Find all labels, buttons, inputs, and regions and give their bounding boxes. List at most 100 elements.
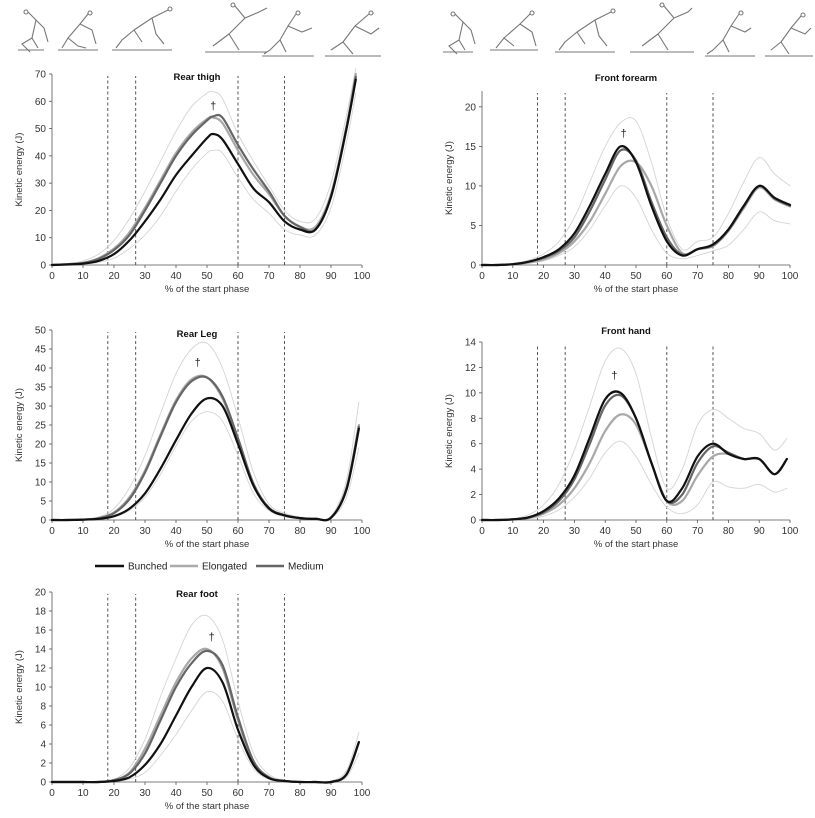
x-tick-label: 90 [754,271,766,282]
x-tick-label: 20 [108,271,120,282]
y-tick-label: 8 [470,414,476,425]
x-tick-label: 10 [507,526,519,537]
series-line-elongated [480,413,788,522]
significance-dagger: † [210,100,216,112]
x-axis-label: % of the start phase [165,284,250,295]
series-line-bunched [50,78,357,267]
y-tick-label: 10 [35,233,47,244]
legend-label-medium: Medium [288,562,324,573]
y-tick-label: 20 [35,206,47,217]
x-tick-label: 10 [507,271,519,282]
x-tick-label: 70 [263,788,275,799]
y-tick-label: 4 [40,740,46,751]
x-tick-label: 80 [294,526,306,537]
y-tick-label: 5 [40,497,46,508]
x-tick-label: 30 [569,526,581,537]
y-tick-label: 20 [465,102,477,113]
chart-title: Rear foot [176,589,219,600]
chart-title: Rear Leg [177,329,218,340]
significance-dagger: † [209,631,215,643]
y-tick-label: 6 [470,439,476,450]
y-tick-label: 15 [465,142,477,153]
chart-title: Rear thigh [174,72,221,83]
x-tick-label: 10 [77,788,89,799]
x-tick-label: 20 [108,788,120,799]
y-tick-label: 0 [40,261,46,272]
x-tick-label: 100 [354,526,371,537]
series-line-upper-sd [481,117,791,266]
chart-rear-leg: Rear Leg 0 5 10 15 20 25 30 35 40 45 50 0 10 20 30 40 50 6… [14,326,371,551]
y-tick-label: 20 [35,588,47,599]
series-line-elongated [480,159,792,267]
chart-rear-thigh: Rear thigh 0 10 20 30 40 50 60 70 0 10 20 30 40 50 60 70… [14,68,371,295]
x-tick-label: 50 [630,271,642,282]
series-line-upper-sd [481,347,788,521]
y-tick-label: 45 [35,345,47,356]
legend-label-elongated: Elongated [202,562,247,573]
x-axis-label: % of the start phase [594,284,679,295]
x-tick-label: 90 [325,788,337,799]
x-tick-label: 50 [630,526,642,537]
y-tick-label: 18 [35,607,47,618]
legend-label-bunched: Bunched [128,562,167,573]
series-line-medium [50,649,360,784]
y-tick-label: 10 [465,388,477,399]
y-tick-label: 6 [40,721,46,732]
x-tick-label: 40 [170,526,182,537]
y-tick-label: 40 [35,151,47,162]
x-tick-label: 80 [723,271,735,282]
x-tick-label: 70 [692,271,704,282]
x-axis-label: % of the start phase [165,801,250,812]
x-tick-label: 40 [170,271,182,282]
x-tick-label: 100 [782,526,799,537]
x-tick-label: 30 [569,271,581,282]
series-line-lower-sd [51,411,360,521]
y-axis-label: Kinetic energy (J) [14,650,25,724]
x-tick-label: 0 [479,526,485,537]
series-line-upper-sd [51,341,360,521]
x-tick-label: 20 [538,526,550,537]
series-line-upper-sd [51,68,357,266]
legend: Bunched Elongated Medium [95,562,324,573]
x-tick-label: 10 [77,526,89,537]
significance-dagger: † [621,128,627,140]
y-tick-label: 4 [470,465,476,476]
x-tick-label: 20 [538,271,550,282]
x-tick-label: 0 [49,271,55,282]
series-line-elongated [50,374,360,522]
y-tick-label: 10 [35,478,47,489]
series-line-elongated [50,72,357,267]
x-tick-label: 40 [170,788,182,799]
y-tick-label: 0 [470,261,476,272]
y-tick-label: 25 [35,421,47,432]
legend-item-medium: Medium [256,562,324,573]
y-tick-label: 35 [35,383,47,394]
y-tick-label: 50 [35,124,47,135]
significance-dagger: † [195,357,201,369]
series-line-lower-sd [481,185,791,266]
y-tick-label: 14 [35,645,47,656]
x-tick-label: 0 [479,271,485,282]
x-tick-label: 60 [661,271,673,282]
y-tick-label: 10 [35,683,47,694]
y-tick-label: 5 [470,221,476,232]
x-axis-label: % of the start phase [165,539,250,550]
x-tick-label: 80 [723,526,735,537]
y-axis-label: Kinetic energy (J) [14,388,25,462]
x-tick-label: 60 [232,271,244,282]
x-tick-label: 60 [232,788,244,799]
series-line-bunched [50,666,360,784]
legend-item-bunched: Bunched [95,562,167,573]
series-line-bunched [50,396,360,522]
x-tick-label: 90 [325,526,337,537]
y-tick-label: 0 [40,778,46,789]
x-tick-label: 0 [49,526,55,537]
x-tick-label: 70 [692,526,704,537]
x-tick-label: 80 [294,271,306,282]
x-tick-label: 100 [354,788,371,799]
x-tick-label: 60 [661,526,673,537]
x-tick-label: 20 [108,526,120,537]
x-tick-label: 60 [232,526,244,537]
